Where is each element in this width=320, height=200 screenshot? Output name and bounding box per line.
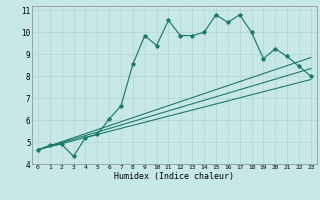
- X-axis label: Humidex (Indice chaleur): Humidex (Indice chaleur): [115, 172, 234, 181]
